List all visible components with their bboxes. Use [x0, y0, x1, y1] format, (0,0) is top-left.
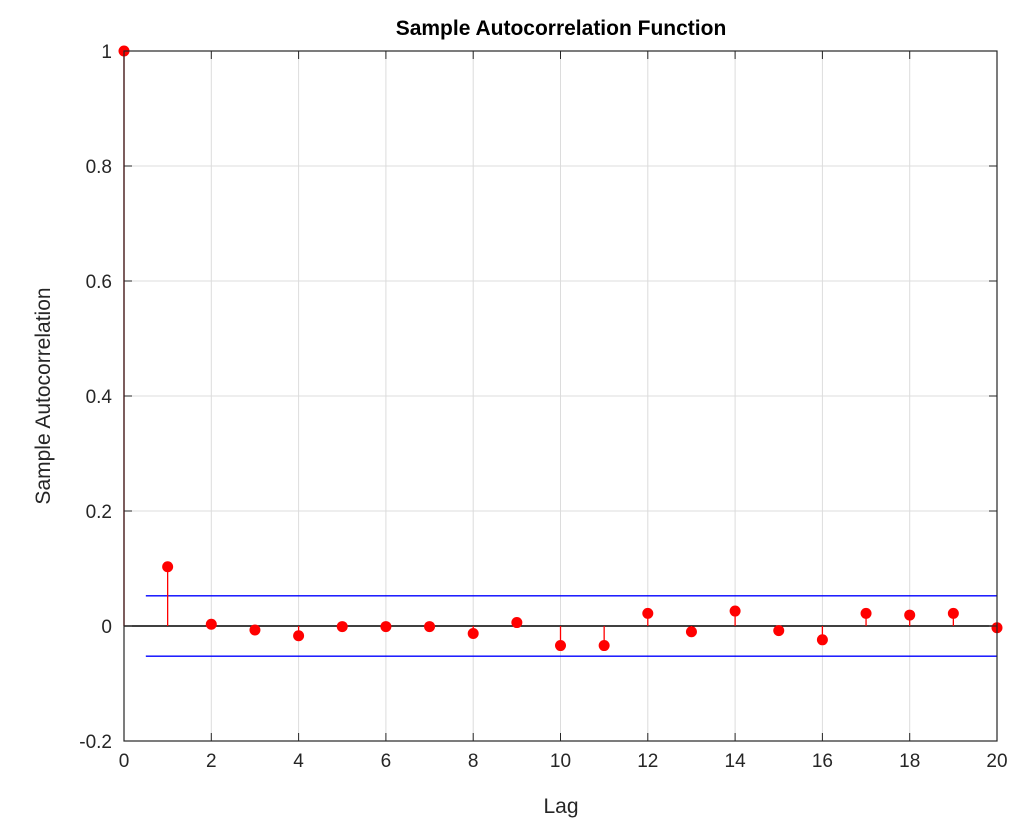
x-tick-label: 2: [206, 751, 217, 772]
acf-stem: [162, 561, 174, 626]
acf-stem: [642, 607, 654, 626]
stem-marker: [555, 640, 566, 652]
axes-box: [123, 50, 998, 742]
stem-marker: [816, 634, 828, 646]
acf-stem: [947, 607, 959, 626]
stem-marker: [642, 607, 654, 619]
x-tick-label: 14: [725, 751, 747, 772]
x-tick-label: 6: [381, 751, 392, 772]
y-tick-label: 1: [101, 42, 112, 63]
x-tick-label: 16: [812, 751, 833, 772]
stem-marker: [729, 605, 741, 617]
stem-marker: [511, 617, 523, 629]
stem-marker: [860, 607, 872, 619]
x-tick-label: 12: [637, 751, 658, 772]
y-tick-label: 0.4: [86, 387, 113, 408]
acf-stem: [424, 621, 436, 633]
acf-stem: [685, 626, 697, 638]
x-tick-label: 10: [550, 751, 571, 772]
stem-marker: [205, 618, 217, 630]
stem-marker: [685, 626, 697, 638]
stem-marker: [380, 621, 392, 633]
y-tick-label: 0.6: [86, 272, 112, 293]
y-tick-label: -0.2: [79, 732, 112, 753]
confidence-bounds: [145, 595, 997, 657]
x-tick-label: 8: [468, 751, 479, 772]
stem-marker: [904, 609, 916, 621]
acf-stem: [293, 626, 305, 642]
x-tick-label: 20: [986, 751, 1007, 772]
acf-stem: [904, 609, 916, 626]
plot-border: [123, 50, 998, 742]
x-tick-label: 18: [899, 751, 920, 772]
acf-stem: [773, 625, 785, 637]
acf-stem: [380, 621, 392, 633]
stem-marker: [773, 625, 785, 637]
acf-stem: [860, 607, 872, 626]
stem-marker: [598, 640, 610, 652]
stem-marker: [336, 621, 348, 633]
acf-stem: [511, 617, 523, 629]
x-tick-label: 0: [119, 751, 130, 772]
y-tick-label: 0.2: [86, 502, 112, 523]
y-axis-label: Sample Autocorrelation: [32, 287, 55, 504]
acf-stem: [467, 626, 479, 639]
stem-marker: [249, 624, 261, 636]
acf-stem: [555, 626, 566, 652]
stem-marker: [424, 621, 436, 633]
acf-stem: [205, 618, 217, 630]
stem-marker: [467, 627, 479, 639]
acf-stem: [816, 626, 828, 646]
acf-stem: [336, 621, 348, 633]
y-tick-label: 0.8: [86, 157, 112, 178]
stem-marker: [293, 630, 305, 642]
y-tick-label: 0: [101, 617, 112, 638]
x-axis-label: Lag: [543, 795, 578, 818]
stem-marker: [947, 607, 959, 619]
x-tick-label: 4: [293, 751, 304, 772]
chart-title: Sample Autocorrelation Function: [396, 17, 727, 40]
acf-stem: [729, 605, 741, 626]
tick-labels: 0 2 4 6 8 10 12 14 16 18 20 -0.2 0 0.2 0.4 0.6 0.8 1: [79, 42, 1007, 772]
acf-stem: [598, 626, 610, 652]
stem-marker: [162, 561, 174, 573]
acf-stem: [249, 624, 261, 636]
